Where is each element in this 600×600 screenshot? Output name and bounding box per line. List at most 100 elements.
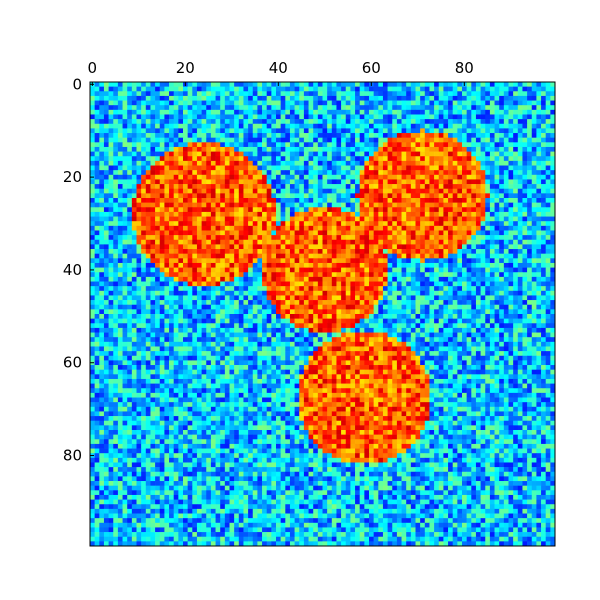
heatmap-cell [141,82,147,87]
heatmap-cell [303,119,309,125]
heatmap-cell [401,216,407,222]
heatmap-cell [308,174,314,180]
heatmap-cell [480,109,486,115]
heatmap-cell [127,272,133,278]
heatmap-cell [238,179,244,185]
heatmap-cell [364,267,370,273]
heatmap-cell [373,258,379,264]
heatmap-cell [155,146,161,152]
heatmap-cell [285,123,291,129]
heatmap-cell [220,207,226,213]
heatmap-cell [196,253,202,259]
heatmap-cell [141,188,147,194]
heatmap-cell [415,267,421,273]
heatmap-cell [401,193,407,199]
heatmap-cell [485,151,491,157]
heatmap-cell [122,137,128,143]
heatmap-cell [210,142,216,148]
heatmap-cell [308,179,314,185]
heatmap-cell [531,109,537,115]
heatmap-cell [350,100,356,106]
heatmap-cell [499,211,505,217]
heatmap-cell [164,170,170,176]
heatmap-cell [238,91,244,97]
heatmap-cell [443,253,449,259]
heatmap-cell [420,188,426,194]
heatmap-cell [271,193,277,199]
heatmap-cell [410,235,416,241]
heatmap-cell [336,95,342,101]
heatmap-cell [308,258,314,264]
heatmap-cell [322,184,328,190]
heatmap-cell [155,128,161,134]
heatmap-cell [178,174,184,180]
heatmap-cell [178,244,184,250]
heatmap-cell [415,119,421,125]
heatmap-cell [243,114,249,120]
heatmap-cell [550,100,556,106]
heatmap-cell [527,309,533,315]
heatmap-cell [438,221,444,227]
heatmap-cell [378,258,384,264]
heatmap-cell [327,281,333,287]
heatmap-cell [364,309,370,315]
heatmap-cell [503,221,509,227]
heatmap-cell [313,119,319,125]
heatmap-cell [313,198,319,203]
heatmap-cell [192,249,198,254]
heatmap-cell [550,105,556,111]
heatmap-cell [401,276,407,282]
heatmap-cell [266,281,272,287]
heatmap-cell [280,128,286,134]
heatmap-cell [531,179,537,185]
heatmap-cell [541,211,546,217]
heatmap-cell [401,95,407,101]
heatmap-cell [382,286,388,292]
heatmap-cell [164,258,170,264]
heatmap-cell [262,105,267,111]
heatmap-cell [280,100,286,106]
heatmap-cell [527,290,533,296]
heatmap-cell [113,156,119,162]
heatmap-cell [271,170,277,176]
heatmap-cell [127,225,133,231]
heatmap-cell [90,290,95,296]
heatmap-cell [252,244,258,250]
heatmap-cell [294,179,300,185]
heatmap-cell [169,170,174,176]
heatmap-cell [373,91,379,97]
heatmap-cell [420,151,426,157]
heatmap-cell [150,146,156,152]
heatmap-cell [475,221,481,227]
heatmap-cell [415,105,421,111]
heatmap-cell [434,137,440,143]
heatmap-cell [462,304,467,310]
heatmap-cell [159,304,165,310]
heatmap-cell [355,142,360,148]
heatmap-cell [150,179,156,185]
heatmap-cell [164,160,170,166]
heatmap-cell [108,304,114,310]
heatmap-cell [141,114,147,120]
heatmap-cell [503,170,509,176]
heatmap-cell [187,295,193,301]
heatmap-cell [248,109,254,115]
heatmap-cell [475,235,481,241]
heatmap-cell [308,109,314,115]
heatmap-cell [90,202,95,208]
heatmap-cell [336,100,342,106]
heatmap-cell [317,188,323,194]
heatmap-cell [117,207,123,213]
heatmap-cell [415,258,421,264]
heatmap-cell [545,198,551,203]
heatmap-cell [224,225,230,231]
heatmap-cell [462,165,467,171]
heatmap-cell [331,100,337,106]
heatmap-cell [308,286,314,292]
heatmap-cell [271,114,277,120]
heatmap-cell [378,86,384,92]
heatmap-cell [345,198,351,203]
heatmap-cell [299,290,305,296]
heatmap-cell [475,95,481,101]
heatmap-cell [220,276,226,282]
